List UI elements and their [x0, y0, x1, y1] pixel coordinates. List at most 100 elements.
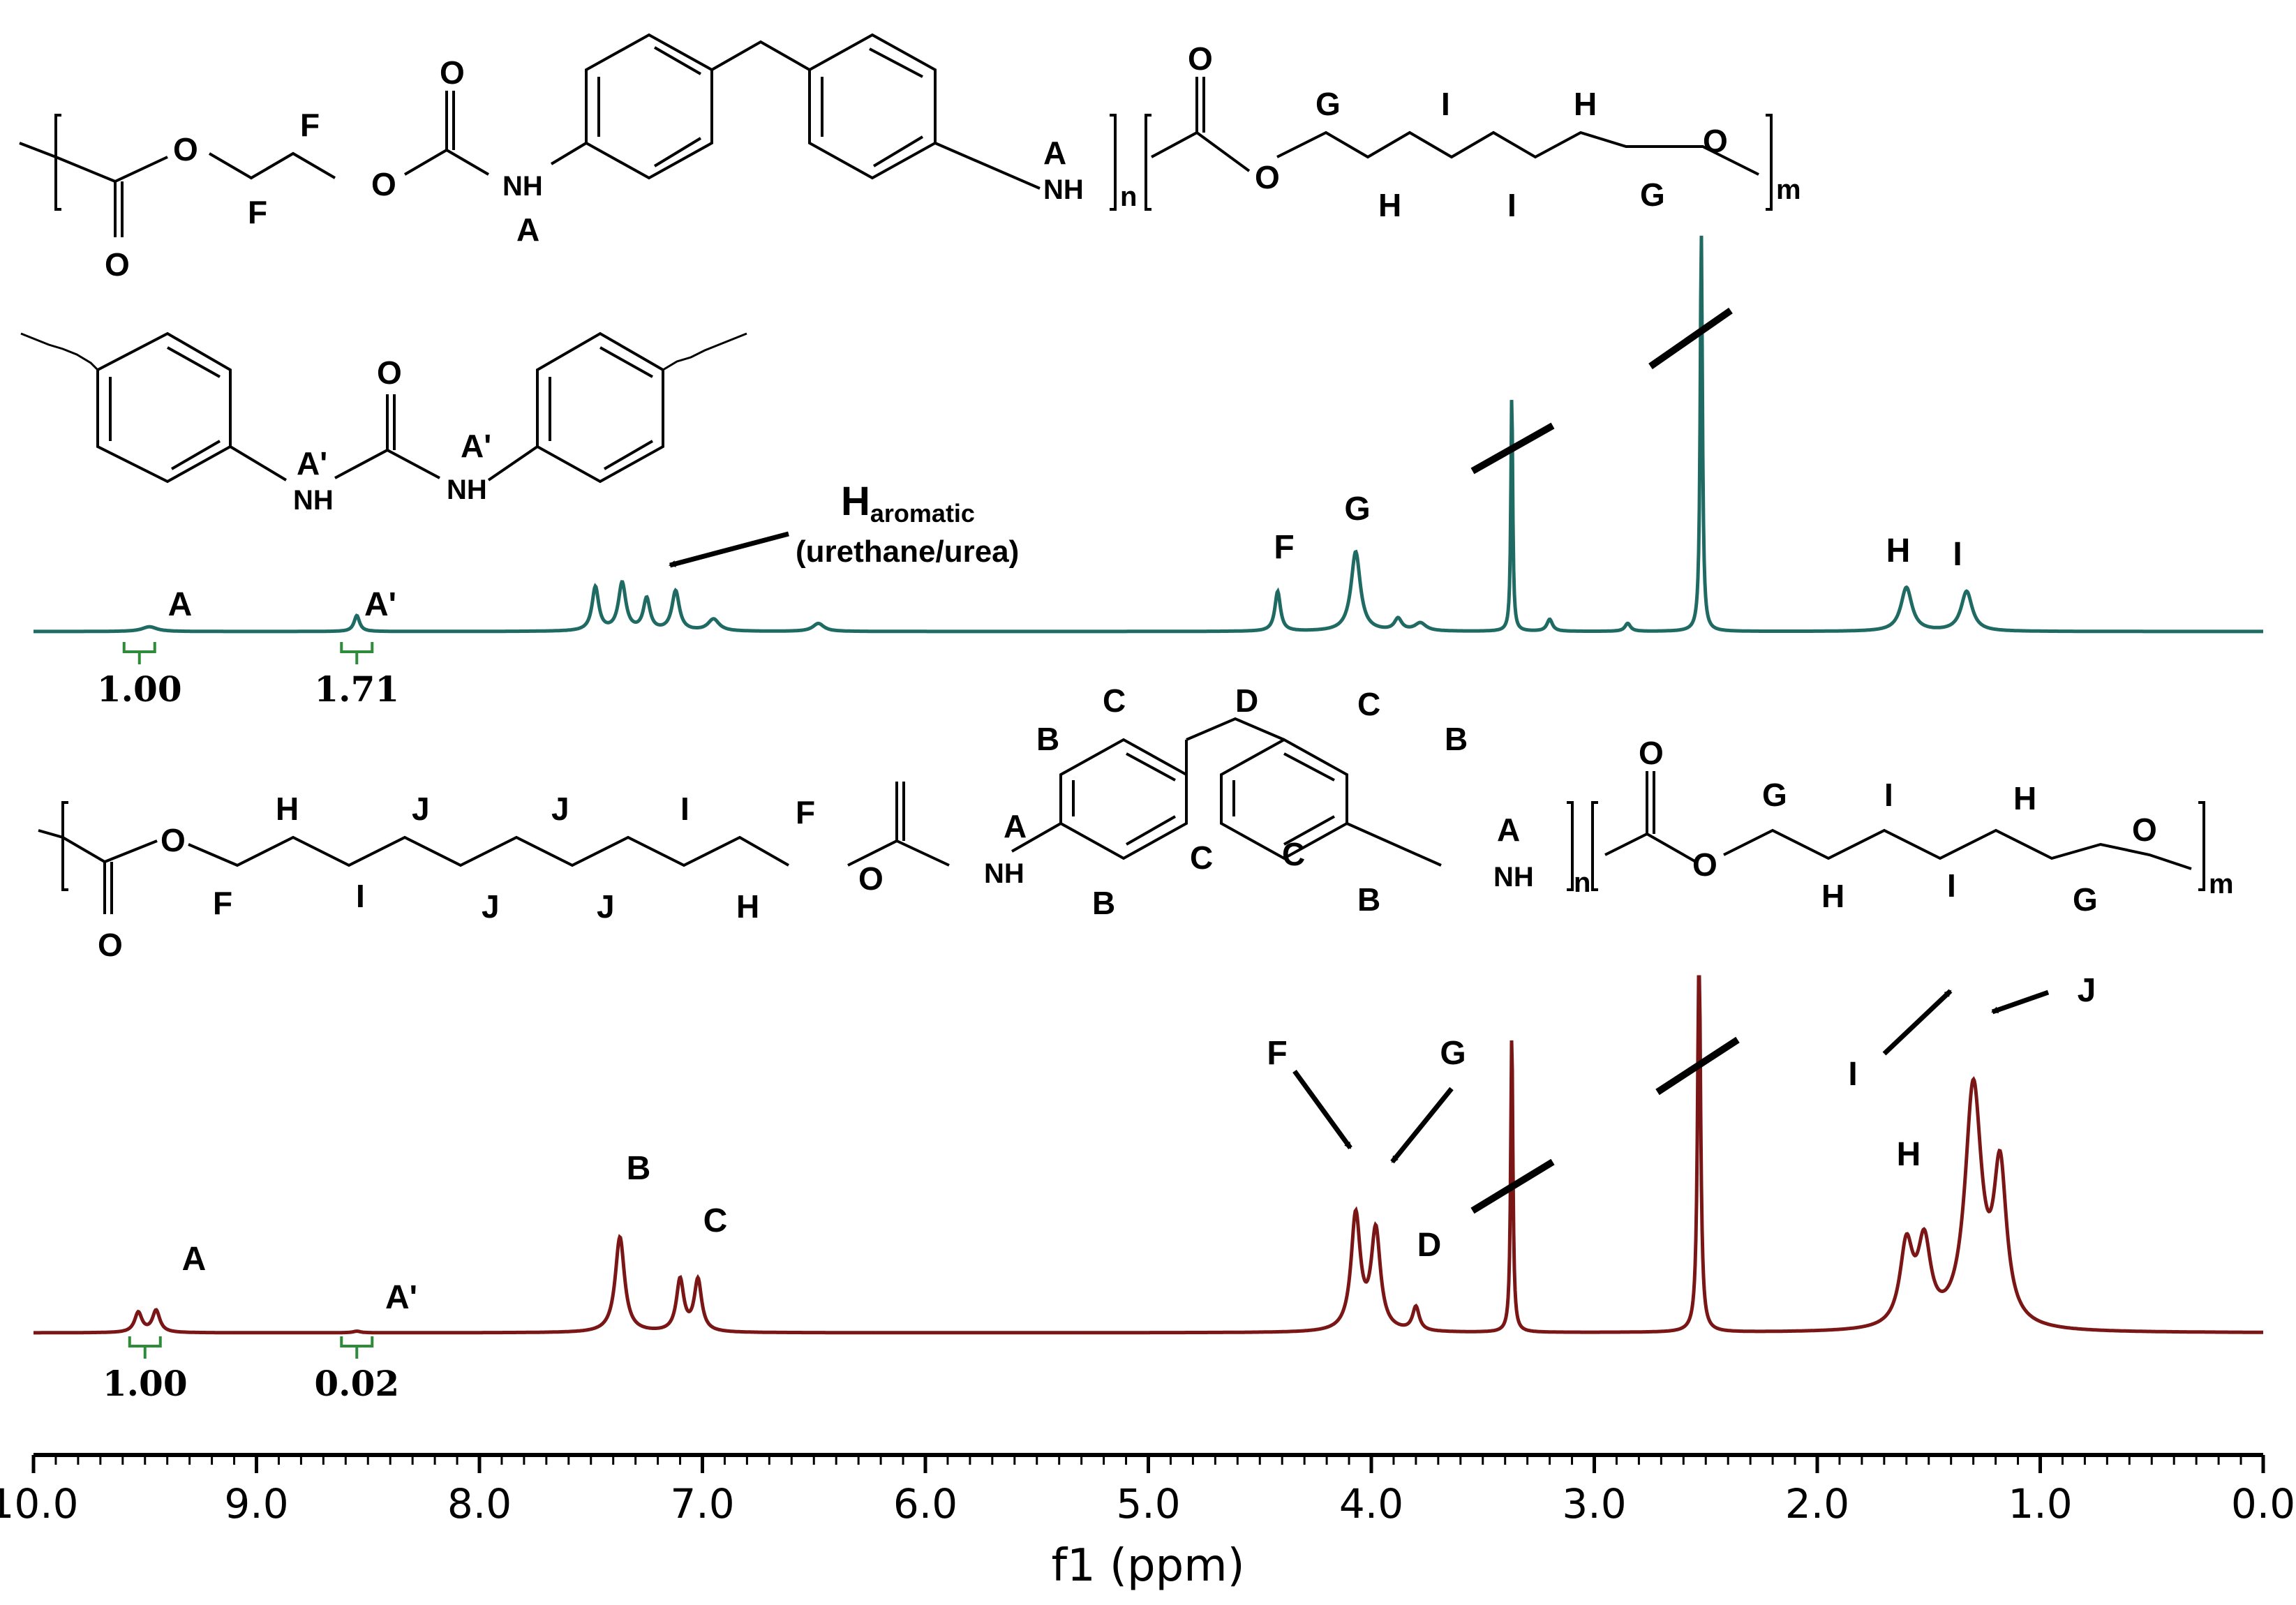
- arrow-I: [1882, 989, 1953, 1056]
- aromatic-annotation: Haromatic (urethane/urea): [669, 479, 1019, 569]
- atom-label: B: [1445, 721, 1468, 757]
- tick-label: 4.0: [1339, 1480, 1403, 1528]
- atom-label: A: [1043, 135, 1066, 171]
- tick-label: 10.0: [0, 1480, 79, 1528]
- integral-value: 0.02: [314, 1363, 399, 1404]
- atom-label: NH: [1043, 174, 1084, 205]
- subscript-n: n: [1574, 867, 1590, 898]
- axis-break-mark: [1470, 422, 1555, 475]
- atom-label: A': [461, 428, 491, 464]
- atom-label: O: [161, 822, 186, 858]
- integral-value: 1.71: [314, 669, 399, 710]
- integral-bracket: [340, 642, 374, 664]
- atom-label: O: [440, 54, 465, 91]
- axis-break-mark: [1648, 307, 1733, 370]
- atom-label: J: [482, 888, 500, 925]
- peak-label: H: [1886, 532, 1911, 569]
- atom-label: I: [1507, 187, 1516, 223]
- x-axis-title: f1 (ppm): [1051, 1540, 1244, 1592]
- peak-label: G: [1344, 491, 1370, 528]
- atom-label: H: [276, 791, 299, 827]
- atom-label: G: [1640, 177, 1665, 213]
- integrals-bottom: 1.00 0.02: [103, 1336, 399, 1404]
- atom-label: O: [1255, 159, 1280, 195]
- peak-label: A': [364, 586, 396, 623]
- spectrum-bottom: [33, 975, 2263, 1335]
- spectrum-line-bottom: [33, 975, 2263, 1335]
- atom-label: J: [551, 791, 569, 827]
- atom-label: B: [1357, 881, 1380, 918]
- peak-label: A: [182, 1241, 207, 1278]
- bottom-polymer-structure: [38, 717, 2205, 914]
- peak-label: C: [703, 1202, 728, 1239]
- annotation-sub: aromatic: [870, 499, 975, 528]
- atom-label: NH: [447, 475, 487, 505]
- peak-label: H: [1897, 1136, 1921, 1173]
- integrals-top: 1.00 1.71: [97, 642, 399, 710]
- tick-label: 0.0: [2231, 1480, 2295, 1528]
- tick-label: 8.0: [447, 1480, 512, 1528]
- atom-label: F: [213, 885, 232, 921]
- atom-label: O: [371, 166, 396, 202]
- tick-label: 6.0: [893, 1480, 957, 1528]
- atom-label: C: [1282, 836, 1305, 872]
- top-polymer-labels: O F F O O NH A NH A O O G I H O H I G O …: [105, 40, 1801, 283]
- atom-label: D: [1235, 682, 1258, 719]
- atom-label: H: [1821, 878, 1844, 914]
- atom-label: B: [1092, 885, 1115, 921]
- arrow-J: [1991, 990, 2050, 1015]
- tick-label: 7.0: [670, 1480, 734, 1528]
- atom-label: A: [1004, 808, 1027, 844]
- arrow-G: [1390, 1087, 1454, 1164]
- atom-label: O: [377, 354, 402, 391]
- atom-label: C: [1190, 839, 1213, 876]
- atom-label: J: [597, 888, 615, 925]
- atom-label: O: [2132, 812, 2157, 848]
- peak-label: G: [1440, 1035, 1466, 1072]
- peak-label: F: [1274, 529, 1294, 566]
- atom-label: G: [2073, 881, 2098, 918]
- axis-break-mark: [1655, 1036, 1740, 1096]
- atom-label: H: [1378, 187, 1401, 223]
- atom-label: O: [105, 246, 130, 283]
- integral-bracket: [122, 642, 156, 664]
- top-polymer-structure: [19, 33, 1773, 237]
- atom-label: O: [1703, 123, 1728, 159]
- atom-label: C: [1103, 682, 1126, 719]
- spectrum-top: [33, 235, 2263, 634]
- integral-bracket: [340, 1336, 374, 1359]
- axis-break-mark: [1470, 1158, 1555, 1214]
- peak-label: F: [1267, 1035, 1287, 1072]
- atom-label: I: [1441, 86, 1450, 122]
- atom-label: F: [248, 194, 267, 230]
- atom-label: C: [1357, 686, 1380, 722]
- atom-label: I: [1884, 777, 1893, 813]
- subscript-m: m: [1776, 174, 1801, 205]
- annotation-main: H: [841, 479, 870, 524]
- atom-label: A': [297, 445, 327, 482]
- atom-label: G: [1315, 86, 1341, 122]
- bottom-polymer-labels: O H J J I F F I J J H O O A NH B C D C B…: [98, 682, 2234, 963]
- tick-label: 1.0: [2008, 1480, 2072, 1528]
- atom-label: O: [858, 860, 884, 897]
- peak-label: A': [385, 1279, 417, 1316]
- svg-text:Haromatic: Haromatic: [841, 479, 975, 528]
- subscript-m: m: [2209, 869, 2234, 899]
- atom-label: O: [173, 131, 198, 167]
- atom-label: O: [1639, 735, 1664, 771]
- arrow-F: [1292, 1069, 1352, 1150]
- atom-label: I: [1947, 867, 1956, 904]
- atom-label: F: [300, 107, 320, 143]
- atom-label: H: [736, 888, 759, 925]
- x-axis: 10.0 9.0 8.0 7.0 6.0 5.0 4.0 3.0 2.0 1.0 0.0: [0, 1453, 2295, 1528]
- peak-label: D: [1417, 1227, 1442, 1264]
- peak-label: B: [627, 1150, 651, 1187]
- tick-label: 3.0: [1562, 1480, 1626, 1528]
- integral-value: 1.00: [103, 1363, 188, 1404]
- atom-label: A: [1497, 812, 1520, 848]
- tick-label: 5.0: [1116, 1480, 1180, 1528]
- tick-label: 2.0: [1785, 1480, 1849, 1528]
- atom-label: H: [1574, 86, 1597, 122]
- annotation-arrow: [669, 531, 789, 568]
